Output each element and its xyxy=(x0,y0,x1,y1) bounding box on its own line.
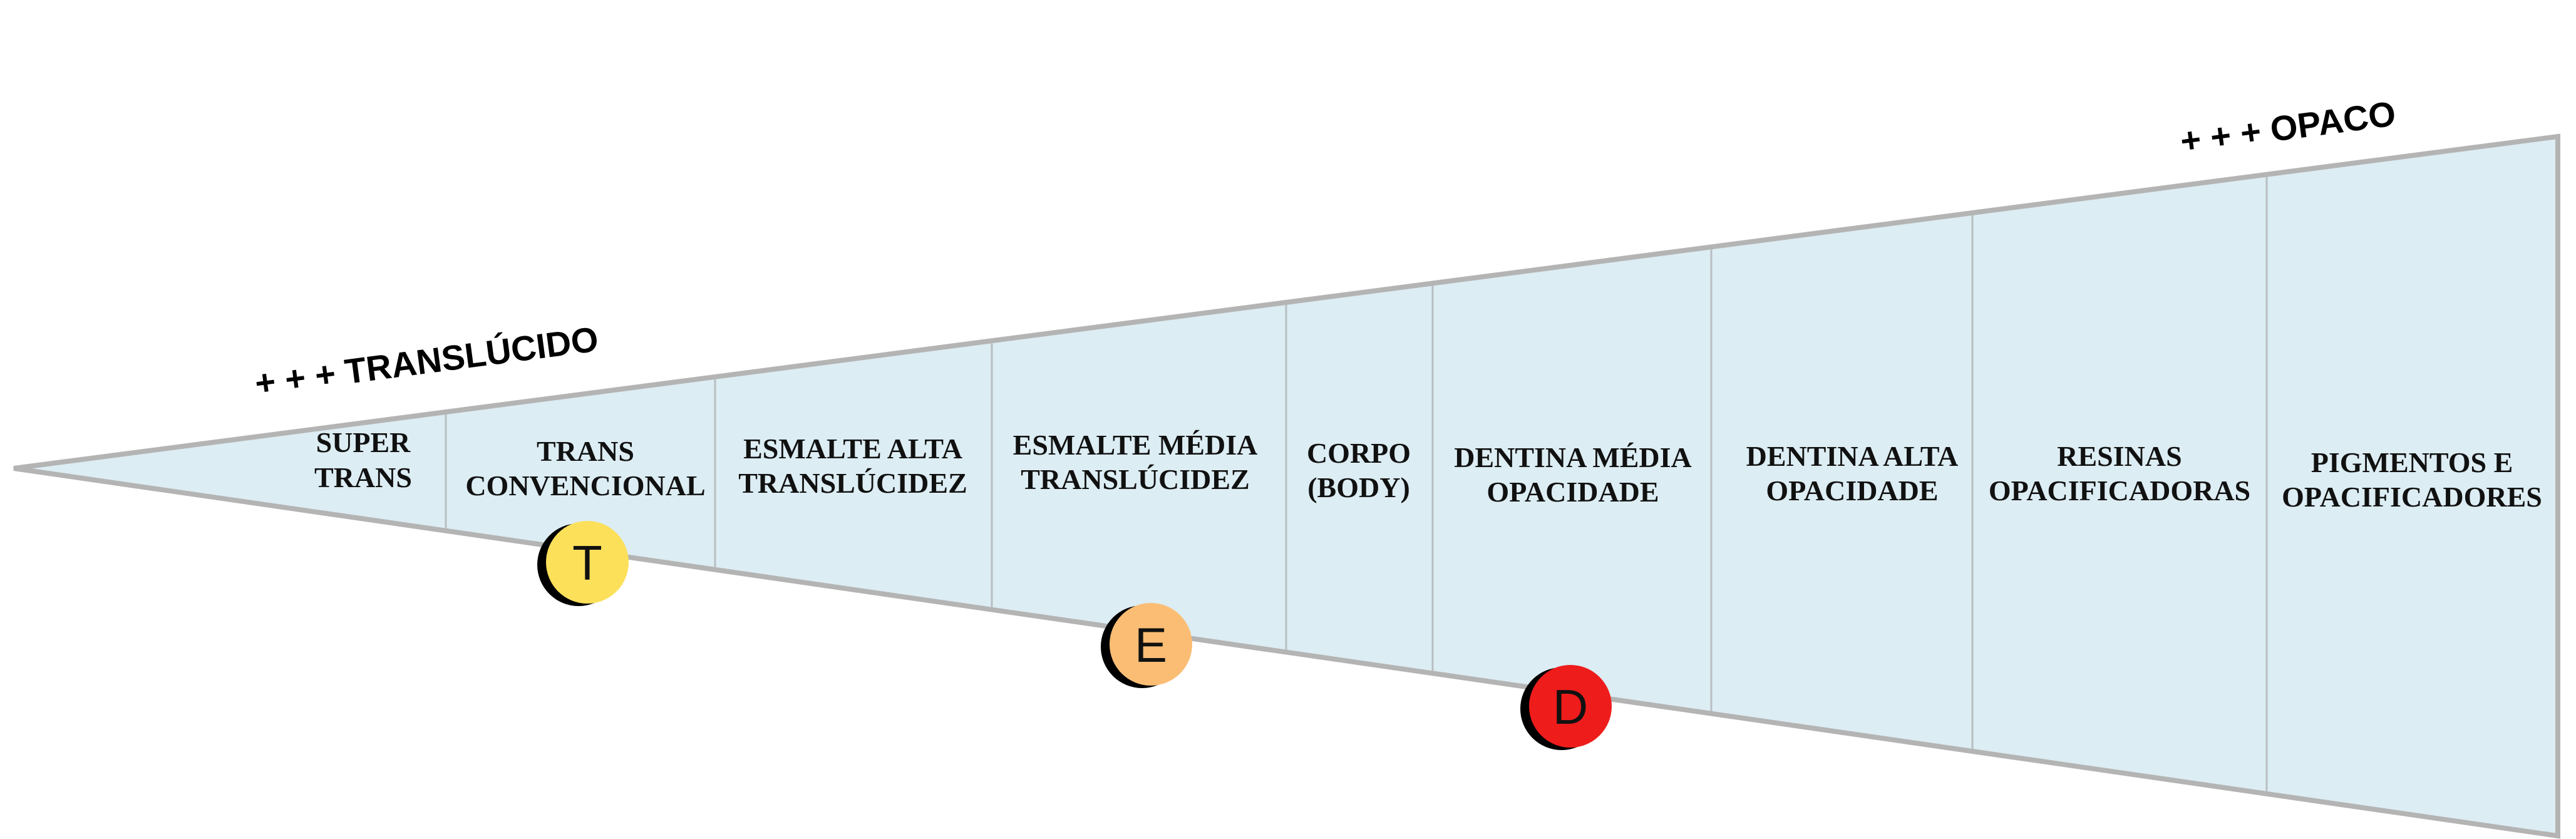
segment-label-line-1: DENTINA MÉDIA xyxy=(1454,441,1692,473)
segment-label-line-1: ESMALTE MÉDIA xyxy=(1013,429,1258,461)
marker-letter: D xyxy=(1553,679,1588,734)
marker-d-icon: D xyxy=(1520,665,1612,750)
segment-label-line-2: TRANS xyxy=(314,461,412,493)
segment-label-line-1: SUPER xyxy=(316,426,411,458)
marker-circle xyxy=(1110,603,1192,686)
segment-label-line-1: PIGMENTOS E xyxy=(2311,446,2513,478)
segment-label-line-1: TRANS xyxy=(537,435,634,467)
marker-t-icon: T xyxy=(537,521,629,606)
segment-label-line-2: (BODY) xyxy=(1307,471,1410,503)
marker-circle xyxy=(1529,665,1612,748)
marker-e-icon: E xyxy=(1101,603,1192,688)
marker-letter: E xyxy=(1135,617,1167,672)
opaque-end-label: + + + OPACO xyxy=(2178,93,2398,161)
layer-markers: T E D xyxy=(537,521,1612,750)
translucent-end-label: + + + TRANSLÚCIDO xyxy=(252,319,600,403)
segment-dividers xyxy=(445,177,2268,791)
segment-label-line-2: TRANSLÚCIDEZ xyxy=(738,467,967,499)
marker-letter: T xyxy=(572,535,602,590)
segment-label-line-1: ESMALTE ALTA xyxy=(743,433,962,465)
segment-label-line-1: RESINAS xyxy=(2057,440,2182,472)
segment-label-line-1: DENTINA ALTA xyxy=(1746,440,1959,472)
segment-label-line-2: OPACIDADE xyxy=(1486,476,1659,508)
segment-label-line-2: OPACIFICADORES xyxy=(2282,481,2542,513)
segment-label-line-2: OPACIFICADORAS xyxy=(1989,475,2250,507)
segment-label-line-1: CORPO xyxy=(1307,437,1411,469)
marker-circle xyxy=(546,521,629,604)
segment-label-line-2: CONVENCIONAL xyxy=(465,470,705,502)
segment-label-line-2: TRANSLÚCIDEZ xyxy=(1021,463,1250,495)
segment-label-line-2: OPACIDADE xyxy=(1766,475,1938,507)
